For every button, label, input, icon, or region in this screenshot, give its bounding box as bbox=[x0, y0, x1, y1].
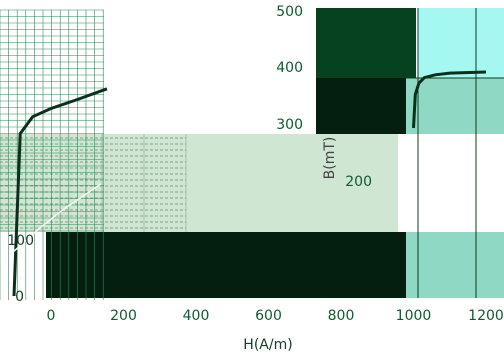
y-tick-label: 100 bbox=[7, 233, 34, 249]
dark-panel-mid bbox=[316, 78, 416, 134]
x-tick-label: 600 bbox=[255, 308, 282, 324]
bottom-teal-block bbox=[406, 232, 504, 298]
y-tick-label: 400 bbox=[276, 60, 303, 76]
y-tick-label: 0 bbox=[15, 289, 24, 305]
x-tick-label: 200 bbox=[110, 308, 137, 324]
y-tick-labels-right: 500 400 300 200 bbox=[276, 4, 372, 190]
x-tick-label: 400 bbox=[183, 308, 210, 324]
y-tick-label: 500 bbox=[276, 4, 303, 20]
x-tick-label: 1200 bbox=[468, 308, 504, 324]
bottom-dark-block bbox=[46, 232, 406, 298]
series-line bbox=[12, 87, 108, 297]
grid-top-left bbox=[0, 9, 104, 300]
teal-panel bbox=[406, 78, 504, 134]
x-tick-label: 1000 bbox=[396, 308, 432, 324]
x-tick-labels: 0 200 400 600 800 1000 1200 bbox=[47, 308, 504, 324]
light-overlay-panel bbox=[0, 134, 398, 232]
x-tick-label: 800 bbox=[328, 308, 355, 324]
series-line bbox=[13, 183, 102, 252]
x-tick-label: 0 bbox=[47, 308, 56, 324]
cyan-panel bbox=[418, 8, 504, 78]
y-tick-label: 200 bbox=[345, 174, 372, 190]
x-axis-label: H(A/m) bbox=[243, 337, 292, 353]
curves bbox=[12, 70, 487, 297]
grid-overlay bbox=[0, 134, 187, 232]
series-line bbox=[412, 70, 487, 129]
y-axis-label: B(mT) bbox=[322, 137, 338, 180]
y-tick-labels-left: 100 0 bbox=[7, 233, 34, 305]
y-tick-label: 300 bbox=[276, 117, 303, 133]
dark-panel-top bbox=[316, 8, 416, 78]
